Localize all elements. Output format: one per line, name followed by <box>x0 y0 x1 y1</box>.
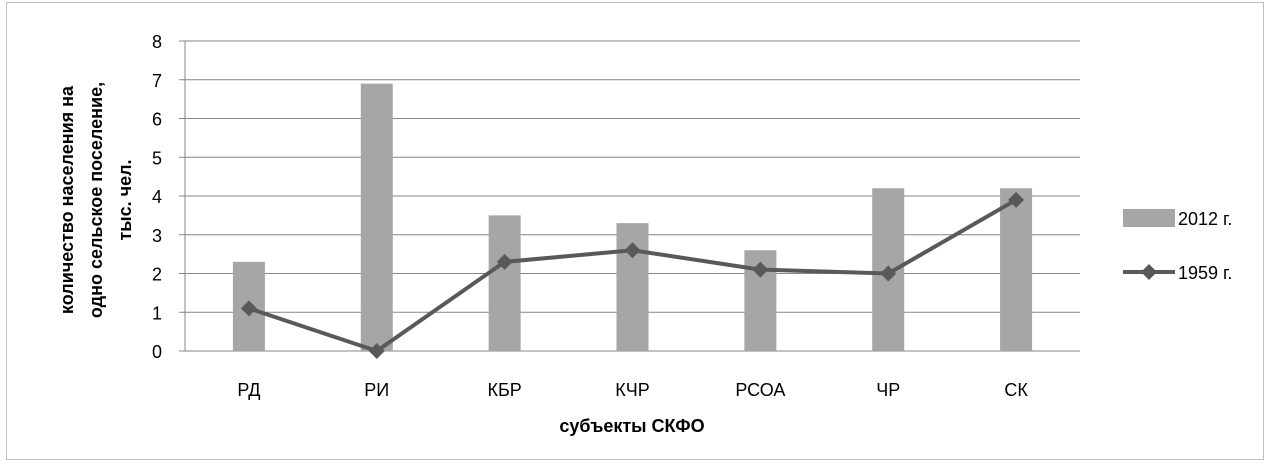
y-tick-label: 8 <box>152 32 162 52</box>
x-tick-label: КЧР <box>615 380 650 400</box>
legend-label-2012: 2012 г. <box>1178 209 1232 229</box>
y-tick-label: 4 <box>152 187 162 207</box>
gridlines <box>179 40 1080 352</box>
y-tick-label: 2 <box>152 265 162 285</box>
point-1959 <box>496 253 513 270</box>
point-1959 <box>240 300 257 317</box>
point-1959 <box>368 343 385 359</box>
y-axis-title: количество населения на одно сельское по… <box>57 82 135 318</box>
legend: 2012 г. 1959 г. <box>1123 209 1232 283</box>
point-1959 <box>1008 191 1025 208</box>
legend-swatch-2012 <box>1123 209 1175 227</box>
x-tick-labels: РД РИ КБР КЧР РСОА ЧР СК <box>237 380 1028 400</box>
point-1959 <box>752 261 769 278</box>
y-axis-title-line-1: количество населения на <box>57 85 77 314</box>
y-tick-label: 5 <box>152 148 162 168</box>
y-tick-label: 7 <box>152 71 162 91</box>
x-tick-label: КБР <box>487 380 521 400</box>
y-tick-label: 1 <box>152 303 162 323</box>
y-tick-label: 0 <box>152 342 162 362</box>
x-tick-label: СК <box>1004 380 1028 400</box>
legend-label-1959: 1959 г. <box>1178 263 1232 283</box>
y-axis-title-line-3: тыс. чел. <box>115 159 135 240</box>
bar-2012 <box>488 215 521 351</box>
legend-marker-1959 <box>1141 264 1157 280</box>
y-tick-label: 6 <box>152 110 162 130</box>
bars-2012 <box>232 83 1033 351</box>
bar-2012 <box>360 83 393 351</box>
line-1959 <box>240 191 1025 359</box>
x-tick-label: РИ <box>364 380 389 400</box>
y-tick-label: 3 <box>152 226 162 246</box>
x-tick-label: РД <box>237 380 260 400</box>
y-tick-labels: 0 1 2 3 4 5 6 7 8 <box>152 32 162 362</box>
bar-2012 <box>1000 188 1033 351</box>
x-tick-label: ЧР <box>876 380 900 400</box>
x-axis-title: субъекты СКФО <box>559 416 704 436</box>
point-1959 <box>880 265 897 282</box>
y-axis-title-line-2: одно сельское поселение, <box>86 82 106 318</box>
point-1959 <box>624 242 641 259</box>
x-tick-label: РСОА <box>735 380 785 400</box>
